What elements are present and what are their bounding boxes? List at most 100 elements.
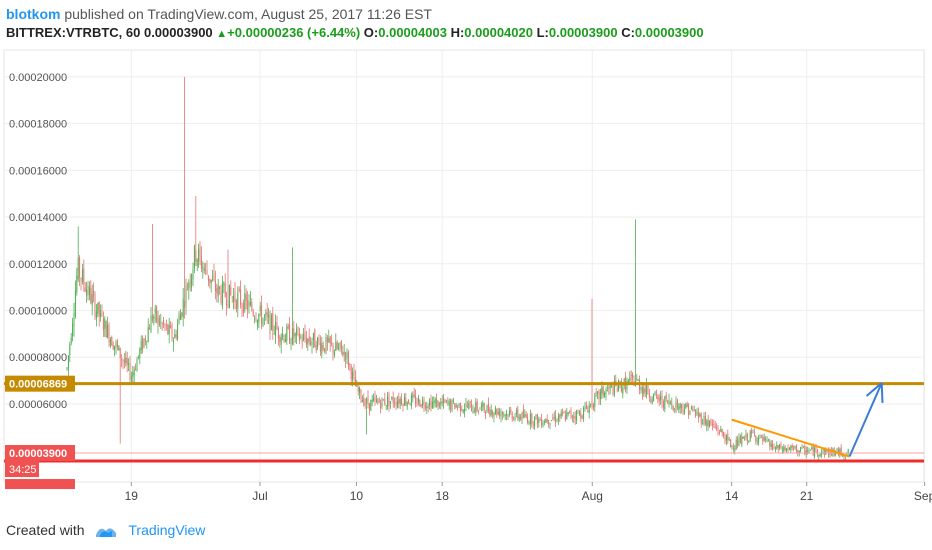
- candle-body: [226, 300, 228, 306]
- candle-body: [451, 399, 453, 411]
- candle-body: [536, 414, 538, 425]
- candle-body: [689, 410, 691, 416]
- x-tick-label[interactable]: 14: [725, 489, 739, 503]
- breakout-arrow[interactable]: [848, 382, 883, 457]
- candle-body: [452, 400, 454, 402]
- candle-body: [557, 416, 559, 420]
- candle-body: [730, 439, 732, 447]
- candle-body: [283, 335, 285, 342]
- candle-body: [357, 387, 359, 392]
- candle-body: [221, 282, 223, 307]
- candle-body: [387, 397, 389, 407]
- candle-body: [144, 338, 146, 341]
- candle-body: [331, 342, 333, 344]
- candle-body: [133, 369, 135, 376]
- candle-body: [345, 352, 347, 360]
- candle-body: [669, 400, 671, 404]
- candle-body: [671, 403, 673, 406]
- tradingview-link[interactable]: TradingView: [128, 522, 206, 538]
- candle-body: [368, 402, 370, 410]
- candle-body: [513, 418, 515, 420]
- arrow-head[interactable]: [865, 382, 883, 397]
- candle-body: [836, 448, 838, 452]
- candle-body: [410, 396, 412, 407]
- candle-body: [139, 349, 141, 358]
- current-price-label-bg: [5, 445, 75, 462]
- candle-body: [486, 405, 488, 413]
- arrow-head[interactable]: [880, 382, 884, 403]
- x-tick-label[interactable]: Jul: [252, 489, 267, 503]
- candle-body: [409, 404, 411, 406]
- candle-body: [67, 355, 69, 369]
- candle-body: [123, 360, 125, 363]
- candle-body: [819, 453, 821, 456]
- x-tick-label[interactable]: 21: [800, 489, 814, 503]
- candle-body: [119, 347, 121, 359]
- candle-body: [562, 412, 564, 414]
- candle-body: [196, 259, 198, 266]
- candle-body: [238, 288, 240, 291]
- y-axis[interactable]: 0.00020000 0.00018000 0.00016000 0.00014000…: [5, 72, 75, 490]
- x-tick-label[interactable]: 19: [125, 489, 139, 503]
- price-chart[interactable]: 0.00020000 0.00018000 0.00016000 0.00014000…: [0, 48, 932, 510]
- drawings[interactable]: [731, 382, 884, 458]
- candle-body: [307, 338, 309, 344]
- candle-body: [515, 410, 517, 415]
- candle-body: [480, 405, 482, 408]
- candle-body: [303, 334, 305, 341]
- candle-body: [395, 402, 397, 405]
- x-tick-label[interactable]: Aug: [582, 489, 603, 503]
- candle-body: [440, 401, 442, 405]
- candle-body: [511, 412, 513, 419]
- candle-body: [339, 342, 341, 347]
- candle-body: [74, 291, 76, 317]
- candle-body: [181, 312, 183, 317]
- candle-body: [549, 423, 551, 425]
- candle-body: [391, 397, 393, 399]
- x-tick-label[interactable]: Sep: [914, 489, 932, 503]
- candle-body: [476, 401, 478, 411]
- candle-body: [291, 328, 293, 344]
- candle-body: [88, 286, 90, 296]
- candle-body: [608, 387, 610, 389]
- candle-body: [300, 336, 302, 339]
- candle-body: [672, 405, 674, 411]
- candle-body: [378, 399, 380, 403]
- candle-body: [731, 445, 733, 448]
- symbol-label[interactable]: BITTREX:VTRBTC, 60: [6, 25, 141, 40]
- candle-body: [504, 414, 506, 416]
- candle-body: [223, 283, 225, 286]
- x-axis[interactable]: 19 Jul 10 18 Aug 14 21 Sep: [125, 482, 932, 503]
- candle-body: [598, 389, 600, 400]
- candle-body: [553, 416, 555, 419]
- candle-body: [538, 419, 540, 423]
- candle-body: [66, 367, 68, 369]
- candle-body: [765, 438, 767, 440]
- candle-body: [786, 448, 788, 451]
- trendline[interactable]: [731, 418, 850, 458]
- candle-body: [77, 257, 79, 280]
- candle-body: [651, 399, 653, 404]
- x-tick-label[interactable]: 18: [436, 489, 450, 503]
- candle-body: [728, 439, 730, 441]
- candle-body: [192, 268, 194, 280]
- candle-body: [401, 398, 403, 405]
- author-link[interactable]: blotkom: [6, 6, 61, 22]
- horizontal-lines[interactable]: [4, 382, 924, 463]
- candle-body: [734, 448, 736, 451]
- candle-body: [282, 333, 284, 337]
- candle-body: [599, 391, 601, 400]
- candle-body: [564, 415, 566, 420]
- candle-body: [461, 408, 463, 411]
- candle-body: [787, 448, 789, 451]
- candle-body: [340, 340, 342, 350]
- candle-body: [207, 275, 209, 281]
- x-tick-label[interactable]: 10: [350, 489, 364, 503]
- candle-body: [790, 446, 792, 450]
- candle-body: [650, 399, 652, 401]
- chart-area[interactable]: 0.00020000 0.00018000 0.00016000 0.00014000…: [0, 48, 932, 510]
- candle-body: [660, 396, 662, 400]
- candle-body: [329, 336, 331, 344]
- candle-body: [697, 412, 699, 418]
- candle-body: [471, 404, 473, 412]
